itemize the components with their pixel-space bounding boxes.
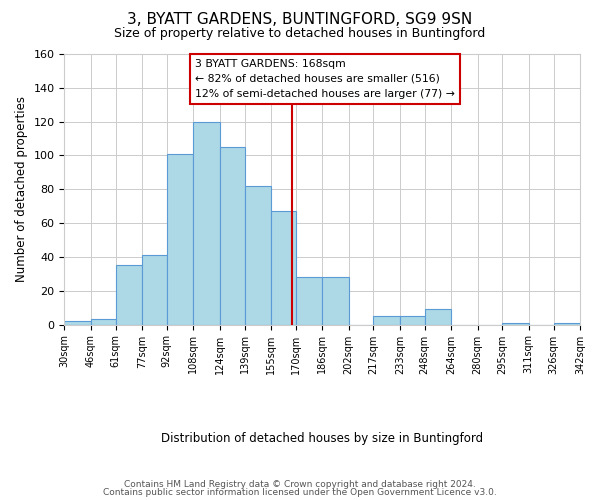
Bar xyxy=(220,147,245,324)
Text: Contains HM Land Registry data © Crown copyright and database right 2024.: Contains HM Land Registry data © Crown c… xyxy=(124,480,476,489)
Bar xyxy=(502,323,529,324)
Bar xyxy=(245,186,271,324)
Bar xyxy=(193,122,220,324)
Text: Contains public sector information licensed under the Open Government Licence v3: Contains public sector information licen… xyxy=(103,488,497,497)
Bar xyxy=(322,277,349,324)
Bar xyxy=(373,316,400,324)
Bar xyxy=(425,310,451,324)
Bar xyxy=(167,154,193,324)
Bar xyxy=(296,277,322,324)
Text: 3 BYATT GARDENS: 168sqm
← 82% of detached houses are smaller (516)
12% of semi-d: 3 BYATT GARDENS: 168sqm ← 82% of detache… xyxy=(195,59,455,98)
Bar xyxy=(64,321,91,324)
Bar xyxy=(271,212,296,324)
Bar xyxy=(400,316,425,324)
Bar xyxy=(142,255,167,324)
X-axis label: Distribution of detached houses by size in Buntingford: Distribution of detached houses by size … xyxy=(161,432,483,445)
Bar xyxy=(91,320,116,324)
Text: 3, BYATT GARDENS, BUNTINGFORD, SG9 9SN: 3, BYATT GARDENS, BUNTINGFORD, SG9 9SN xyxy=(127,12,473,28)
Text: Size of property relative to detached houses in Buntingford: Size of property relative to detached ho… xyxy=(115,28,485,40)
Bar xyxy=(554,323,580,324)
Y-axis label: Number of detached properties: Number of detached properties xyxy=(15,96,28,282)
Bar xyxy=(116,266,142,324)
